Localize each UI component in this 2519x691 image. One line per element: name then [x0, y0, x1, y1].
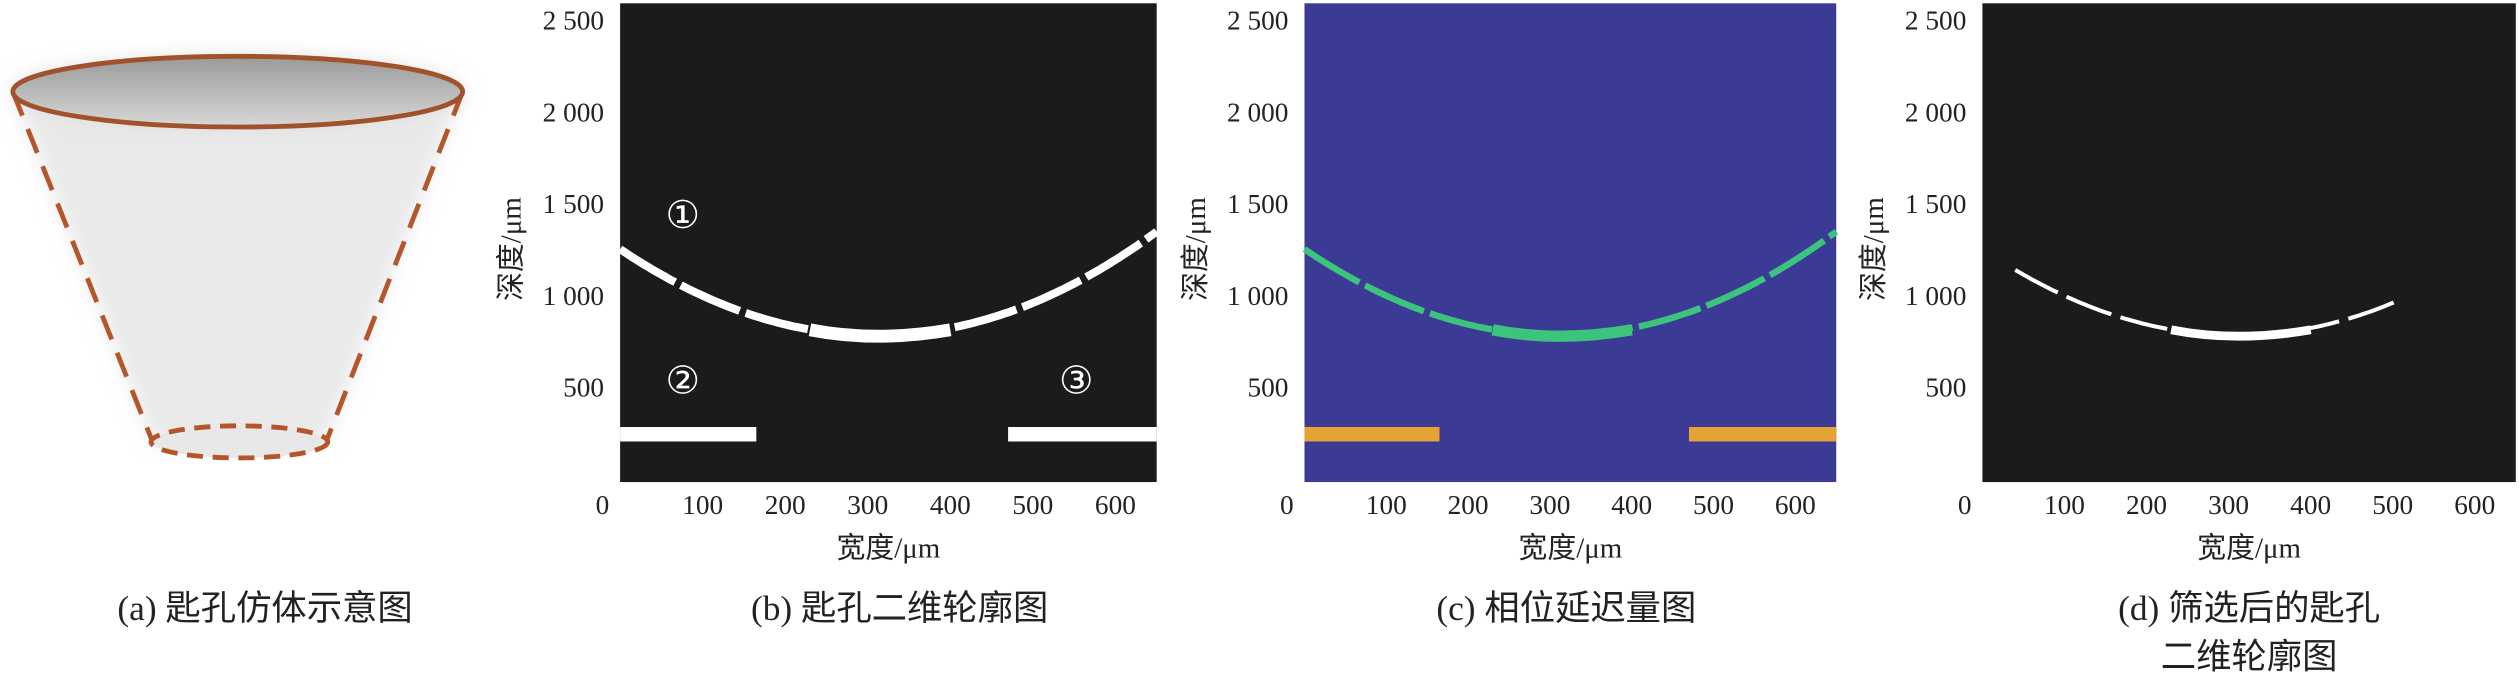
x-tick-label: 200: [2126, 490, 2167, 520]
y-tick-label: 500: [563, 373, 604, 403]
y-tick-label: 1 000: [543, 281, 604, 311]
bottom-profile: [1688, 427, 1837, 442]
image-panel: [620, 3, 1157, 483]
image-panel: [1982, 3, 2516, 483]
x-axis-label: 宽度/μm: [2197, 533, 2301, 565]
caption: 二维轮廓图: [2161, 637, 2338, 676]
caption: (c) 相位延迟量图: [1436, 589, 1696, 628]
x-tick-label: 500: [1693, 490, 1734, 520]
x-tick-label: 0: [1280, 490, 1294, 520]
y-tick-label: 2 500: [1905, 6, 1966, 36]
annotation: ①: [665, 195, 700, 237]
x-tick-label: 500: [1012, 490, 1053, 520]
x-tick-label: 200: [765, 490, 806, 520]
x-tick-label: 100: [1366, 490, 1407, 520]
x-tick-label: 100: [2044, 490, 2085, 520]
y-tick-label: 1 500: [543, 189, 604, 219]
y-tick-label: 2 500: [543, 6, 604, 36]
x-tick-label: 300: [847, 490, 888, 520]
x-tick-label: 100: [682, 490, 723, 520]
y-tick-label: 500: [1925, 373, 1966, 403]
y-tick-label: 2 000: [1227, 97, 1288, 127]
y-axis-label: 深度/μm: [1858, 197, 1890, 301]
keyhole-schematic: [10, 53, 466, 461]
x-axis-label: 宽度/μm: [1518, 533, 1622, 565]
y-tick-label: 1 500: [1905, 189, 1966, 219]
y-axis-label: 深度/μm: [1180, 197, 1212, 301]
x-tick-label: 200: [1448, 490, 1489, 520]
bottom-profile: [620, 427, 757, 442]
profile-image: [1302, 229, 1839, 442]
bottom-profile: [1304, 427, 1440, 442]
profile-core: [808, 323, 952, 343]
annotation: ②: [665, 361, 700, 403]
profile-image: [2014, 268, 2402, 341]
y-tick-label: 2 000: [543, 97, 604, 127]
annotation: ③: [1059, 361, 1094, 403]
profile-core: [2170, 325, 2312, 341]
x-tick-label: 600: [2454, 490, 2495, 520]
x-tick-label: 600: [1775, 490, 1816, 520]
caption: (d) 筛选后的匙孔: [2118, 589, 2380, 628]
caption: (a) 匙孔仿体示意图: [117, 589, 412, 628]
x-tick-label: 400: [2290, 490, 2331, 520]
y-tick-label: 2 500: [1227, 6, 1288, 36]
y-tick-label: 1 000: [1227, 281, 1288, 311]
bottom-profile: [1008, 427, 1157, 442]
x-tick-label: 300: [1529, 490, 1570, 520]
y-tick-label: 1 000: [1905, 281, 1966, 311]
caption: (b) 匙孔二维轮廓图: [751, 589, 1048, 628]
profile-core: [1491, 324, 1633, 342]
x-axis-label: 宽度/μm: [836, 533, 940, 565]
y-tick-label: 2 000: [1905, 97, 1966, 127]
image-panel: [1304, 3, 1837, 483]
x-tick-label: 0: [1958, 490, 1972, 520]
y-tick-label: 1 500: [1227, 189, 1288, 219]
y-tick-label: 500: [1247, 373, 1288, 403]
x-tick-label: 600: [1095, 490, 1136, 520]
x-tick-label: 0: [596, 490, 610, 520]
x-tick-label: 400: [1611, 490, 1652, 520]
profile-image: [617, 228, 1160, 442]
x-tick-label: 300: [2208, 490, 2249, 520]
x-tick-label: 400: [930, 490, 971, 520]
x-tick-label: 500: [2372, 490, 2413, 520]
y-axis-label: 深度/μm: [496, 197, 528, 301]
